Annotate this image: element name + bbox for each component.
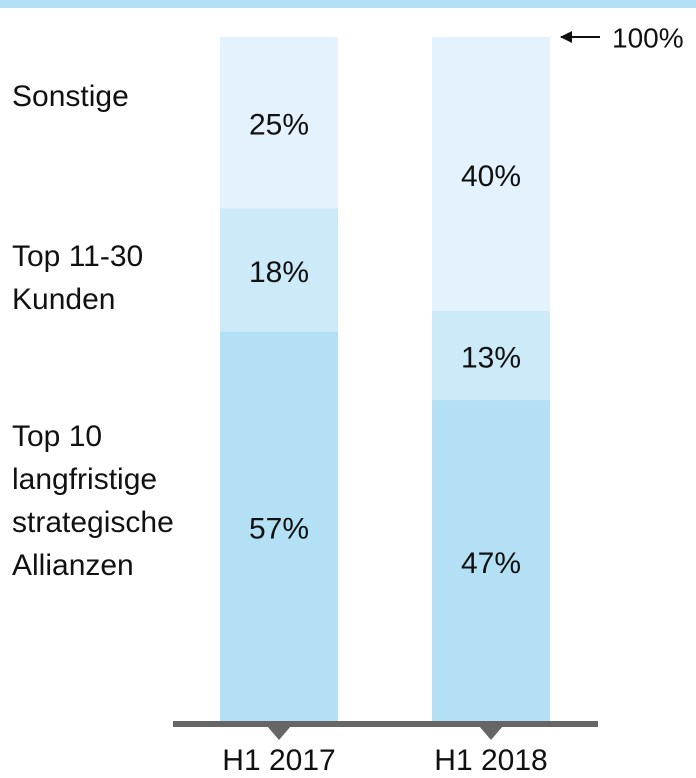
axis-notch [479,726,503,740]
series-label: Sonstige [12,80,129,113]
value-label: 13% [461,341,521,374]
bar-segment [432,400,550,722]
value-label: 25% [249,109,309,142]
bar-segment [220,37,338,209]
bar-segment [220,208,338,332]
value-label: 40% [461,160,521,193]
axis-notch [267,726,291,740]
value-label: 57% [249,513,309,546]
bar-segment [432,37,550,311]
value-label: 18% [249,256,309,289]
annotation: 100% [612,22,684,53]
series-label: Top 11-30 Kunden [12,240,144,316]
value-label: 47% [461,547,521,580]
top-band [0,0,696,8]
arrow-head [560,31,572,43]
bar-segment [432,311,550,401]
series-label: Top 10 langfristige strategische Allianz… [12,420,174,582]
x-tick-label: H1 2017 [222,744,335,777]
bar-segment [220,331,338,722]
x-axis [173,721,598,727]
x-tick-label: H1 2018 [434,744,547,777]
